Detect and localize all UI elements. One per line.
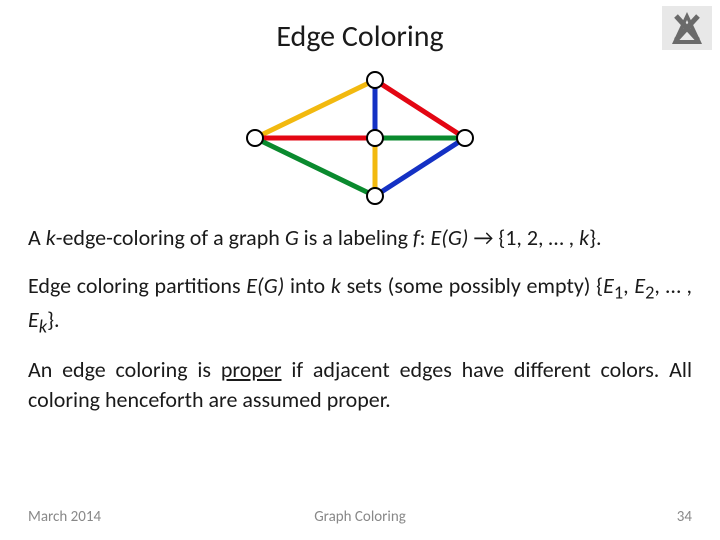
text: into	[284, 272, 331, 299]
slide-container: Edge Coloring A k-edge-coloring of a gra…	[0, 0, 720, 540]
subscript: k	[39, 315, 47, 337]
var-k: k	[579, 224, 589, 251]
var-k: k	[46, 224, 56, 251]
edge-coloring-diagram	[28, 63, 692, 213]
text: , … ,	[654, 272, 692, 299]
var-E: E	[28, 306, 39, 333]
text: is a labeling	[299, 224, 413, 251]
var-k: k	[331, 272, 341, 299]
emphasis-proper: proper	[221, 356, 282, 383]
subscript: 1	[614, 281, 623, 303]
text: ,	[623, 272, 634, 299]
graph-node	[367, 188, 383, 204]
text: -edge-coloring	[56, 224, 185, 251]
slide-footer: March 2014 Graph Coloring 34	[0, 508, 720, 526]
text: An edge coloring is	[28, 356, 221, 383]
var-f: f	[413, 224, 420, 251]
text: of a graph	[185, 224, 285, 251]
graph-node	[457, 130, 473, 146]
text: }.	[47, 306, 59, 333]
definition-paragraph-1: A k-edge-coloring of a graph G is a labe…	[28, 223, 692, 253]
graph-edge	[375, 138, 465, 196]
var-EG: E(G)	[431, 224, 469, 251]
var-E: E	[634, 272, 645, 299]
text: sets (some possibly empty) {	[341, 272, 603, 299]
text: :	[420, 224, 431, 251]
var-G: G	[285, 224, 299, 251]
graph-edge	[375, 80, 465, 138]
text: Edge coloring partitions	[28, 272, 246, 299]
page-number: 34	[677, 508, 692, 526]
text: }.	[589, 224, 601, 251]
text: → {1, 2, … ,	[468, 224, 579, 251]
text: A	[28, 224, 46, 251]
graph-node	[367, 130, 383, 146]
var-EG: E(G)	[246, 272, 284, 299]
footer-date: March 2014	[28, 508, 101, 526]
graph-node	[247, 130, 263, 146]
graph-edge	[255, 138, 375, 196]
subscript: 2	[645, 281, 654, 303]
definition-paragraph-2: Edge coloring partitions E(G) into k set…	[28, 271, 692, 339]
graph-node	[367, 72, 383, 88]
footer-title: Graph Coloring	[314, 508, 406, 526]
slide-title: Edge Coloring	[28, 18, 692, 55]
var-E: E	[603, 272, 614, 299]
institution-logo	[662, 6, 712, 50]
graph-edge	[255, 80, 375, 138]
definition-paragraph-3: An edge coloring is proper if adjacent e…	[28, 355, 692, 414]
